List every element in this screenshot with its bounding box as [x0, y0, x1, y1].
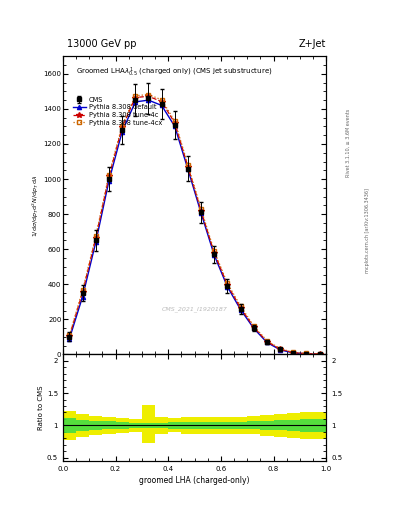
- Pythia 8.308 tune-4c: [146, 93, 151, 99]
- Pythia 8.308 tune-4cx: [278, 346, 283, 352]
- Pythia 8.308 tune-4cx: [120, 122, 125, 129]
- Pythia 8.308 default: [238, 307, 243, 313]
- Pythia 8.308 tune-4cx: [317, 351, 322, 357]
- Pythia 8.308 default: [159, 102, 164, 109]
- Pythia 8.308 tune-4cx: [80, 287, 85, 293]
- Text: 13000 GeV pp: 13000 GeV pp: [67, 38, 136, 49]
- Pythia 8.308 tune-4c: [291, 350, 296, 356]
- Text: Rivet 3.1.10, ≥ 3.6M events: Rivet 3.1.10, ≥ 3.6M events: [345, 109, 350, 178]
- Pythia 8.308 tune-4c: [107, 174, 111, 180]
- Pythia 8.308 tune-4c: [317, 351, 322, 357]
- Y-axis label: Ratio to CMS: Ratio to CMS: [38, 386, 44, 430]
- Text: Z+Jet: Z+Jet: [299, 38, 326, 49]
- Pythia 8.308 tune-4c: [185, 164, 190, 170]
- Pythia 8.308 default: [278, 347, 283, 353]
- Pythia 8.308 tune-4c: [67, 333, 72, 339]
- Pythia 8.308 tune-4cx: [304, 350, 309, 356]
- Text: Groomed LHA$\lambda^{1}_{0.5}$ (charged only) (CMS jet substructure): Groomed LHA$\lambda^{1}_{0.5}$ (charged …: [76, 65, 273, 78]
- Pythia 8.308 default: [80, 293, 85, 300]
- Pythia 8.308 tune-4cx: [107, 172, 111, 178]
- Pythia 8.308 default: [291, 350, 296, 356]
- Pythia 8.308 tune-4c: [120, 124, 125, 131]
- Pythia 8.308 tune-4c: [80, 289, 85, 295]
- Pythia 8.308 default: [212, 252, 217, 259]
- Pythia 8.308 tune-4c: [252, 324, 256, 330]
- Pythia 8.308 default: [264, 339, 269, 346]
- Pythia 8.308 tune-4c: [238, 305, 243, 311]
- Pythia 8.308 tune-4cx: [291, 349, 296, 355]
- Text: CMS_2021_I1920187: CMS_2021_I1920187: [162, 307, 228, 312]
- Pythia 8.308 tune-4c: [225, 282, 230, 288]
- Pythia 8.308 default: [107, 178, 111, 184]
- Pythia 8.308 tune-4cx: [94, 233, 98, 239]
- Y-axis label: $\mathrm{1/}\mathrm{d}\sigma\mathrm{/d}p_T\,\mathrm{d}^2N\mathrm{/d}p_T\,\mathrm: $\mathrm{1/}\mathrm{d}\sigma\mathrm{/d}p…: [30, 174, 41, 237]
- Pythia 8.308 tune-4c: [173, 120, 177, 126]
- Line: Pythia 8.308 tune-4cx: Pythia 8.308 tune-4cx: [67, 93, 322, 356]
- Pythia 8.308 default: [94, 239, 98, 245]
- Pythia 8.308 default: [304, 351, 309, 357]
- Pythia 8.308 default: [185, 166, 190, 173]
- X-axis label: groomed LHA (charged-only): groomed LHA (charged-only): [139, 476, 250, 485]
- Pythia 8.308 tune-4cx: [185, 162, 190, 168]
- Pythia 8.308 tune-4cx: [67, 332, 72, 338]
- Pythia 8.308 default: [146, 97, 151, 103]
- Pythia 8.308 tune-4cx: [199, 206, 204, 212]
- Pythia 8.308 tune-4c: [159, 98, 164, 104]
- Pythia 8.308 tune-4c: [304, 351, 309, 357]
- Pythia 8.308 tune-4cx: [252, 323, 256, 329]
- Pythia 8.308 tune-4cx: [159, 97, 164, 103]
- Pythia 8.308 tune-4cx: [133, 93, 138, 99]
- Pythia 8.308 tune-4c: [212, 250, 217, 256]
- Pythia 8.308 default: [133, 99, 138, 105]
- Pythia 8.308 default: [67, 335, 72, 342]
- Pythia 8.308 tune-4c: [94, 234, 98, 241]
- Pythia 8.308 default: [317, 351, 322, 357]
- Pythia 8.308 default: [252, 325, 256, 331]
- Pythia 8.308 tune-4cx: [146, 92, 151, 98]
- Pythia 8.308 default: [120, 129, 125, 135]
- Pythia 8.308 default: [199, 210, 204, 216]
- Pythia 8.308 tune-4cx: [225, 280, 230, 286]
- Pythia 8.308 tune-4cx: [264, 337, 269, 344]
- Legend: CMS, Pythia 8.308 default, Pythia 8.308 tune-4c, Pythia 8.308 tune-4cx: CMS, Pythia 8.308 default, Pythia 8.308 …: [70, 94, 165, 129]
- Text: mcplots.cern.ch [arXiv:1306.3436]: mcplots.cern.ch [arXiv:1306.3436]: [365, 188, 370, 273]
- Pythia 8.308 tune-4cx: [173, 118, 177, 124]
- Pythia 8.308 tune-4c: [133, 94, 138, 100]
- Pythia 8.308 tune-4cx: [238, 303, 243, 309]
- Line: Pythia 8.308 default: Pythia 8.308 default: [67, 98, 322, 356]
- Pythia 8.308 default: [225, 284, 230, 290]
- Line: Pythia 8.308 tune-4c: Pythia 8.308 tune-4c: [67, 94, 322, 357]
- Pythia 8.308 tune-4c: [264, 338, 269, 345]
- Pythia 8.308 tune-4cx: [212, 248, 217, 254]
- Pythia 8.308 tune-4c: [199, 208, 204, 214]
- Pythia 8.308 tune-4c: [278, 346, 283, 352]
- Pythia 8.308 default: [173, 123, 177, 130]
